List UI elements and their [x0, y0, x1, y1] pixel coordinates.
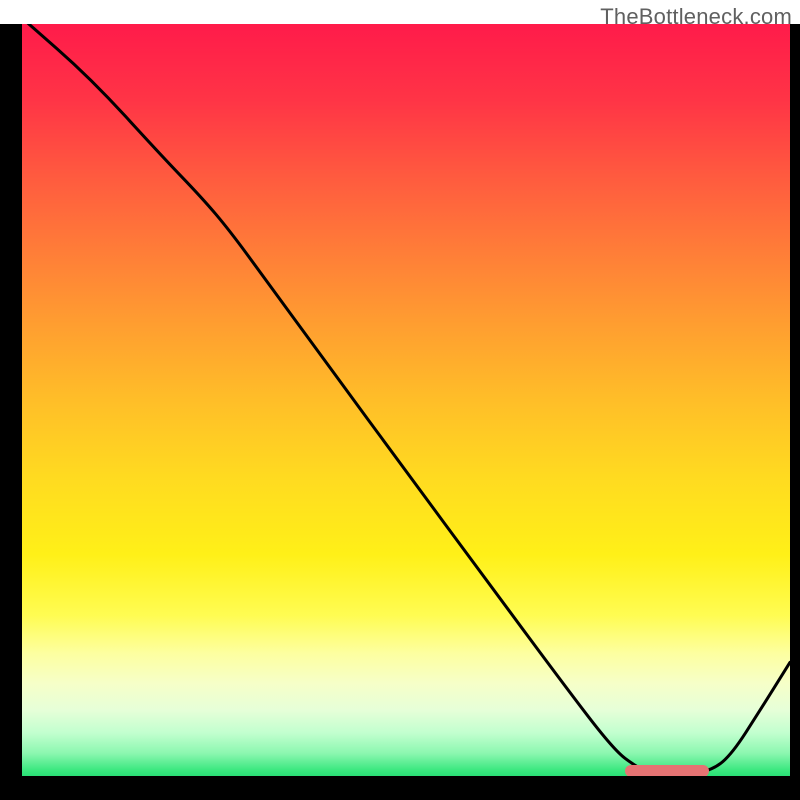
bottom-border [0, 776, 800, 800]
right-border [790, 24, 800, 800]
bottleneck-chart [0, 24, 800, 800]
left-border [0, 24, 22, 800]
bottleneck-curve [22, 24, 790, 774]
curve-svg [0, 24, 800, 800]
